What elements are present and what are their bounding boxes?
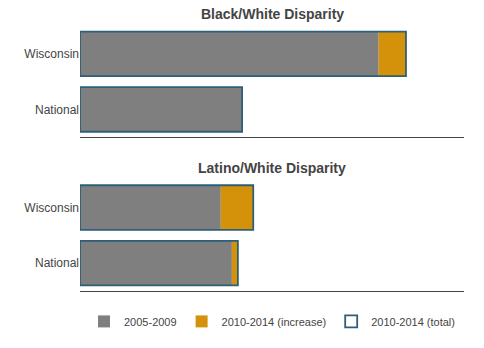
svg-text:Wisconsin: Wisconsin xyxy=(24,201,79,215)
svg-text:National: National xyxy=(35,103,79,117)
svg-text:Latino/White Disparity: Latino/White Disparity xyxy=(198,160,346,176)
svg-text:2010-2014 (total): 2010-2014 (total) xyxy=(371,316,455,328)
svg-text:2010-2014 (increase): 2010-2014 (increase) xyxy=(222,316,327,328)
svg-text:2005-2009: 2005-2009 xyxy=(124,316,177,328)
svg-text:National: National xyxy=(35,256,79,270)
svg-text:Black/White Disparity: Black/White Disparity xyxy=(201,6,344,22)
svg-text:Wisconsin: Wisconsin xyxy=(24,47,79,61)
